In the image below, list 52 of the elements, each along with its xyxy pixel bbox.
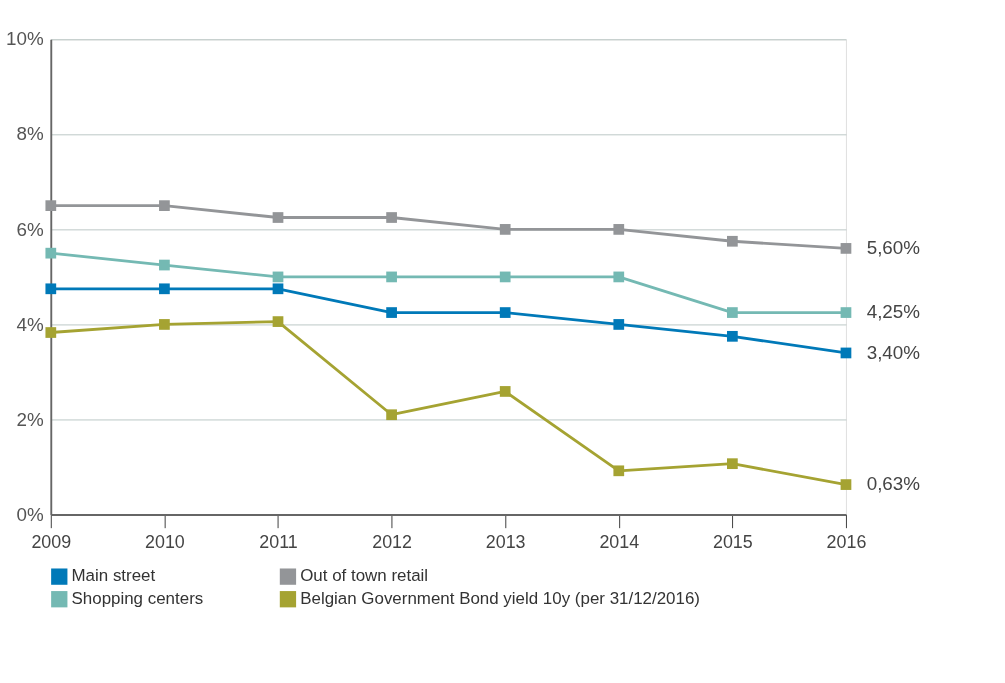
- y-tick-label: 10%: [6, 28, 45, 50]
- x-tick-label: 2011: [259, 531, 298, 552]
- point: [159, 283, 170, 295]
- point: [45, 327, 57, 338]
- point: [45, 283, 57, 295]
- point: [840, 243, 852, 254]
- point: [499, 271, 511, 283]
- y-tick-label: 8%: [16, 123, 45, 145]
- point: [45, 247, 57, 259]
- point: [840, 479, 852, 490]
- point: [272, 316, 284, 327]
- legend-label: Out of town retail: [300, 566, 429, 586]
- x-tick-label: 2009: [31, 531, 72, 552]
- point: [727, 330, 738, 342]
- y-tick-label: 2%: [16, 408, 45, 430]
- point: [727, 307, 738, 318]
- y-tick-label: 0%: [16, 503, 45, 525]
- point: [45, 200, 57, 211]
- point: [613, 224, 625, 235]
- point: [727, 235, 738, 247]
- y-tick-label: 4%: [16, 313, 45, 335]
- x-tick-label: 2014: [599, 531, 640, 552]
- point: [499, 386, 511, 397]
- point: [613, 271, 625, 283]
- point: [159, 319, 170, 330]
- point: [840, 307, 852, 318]
- point: [386, 409, 397, 421]
- x-tick-label: 2013: [485, 531, 526, 552]
- annotation: 4,25%: [866, 301, 921, 323]
- point: [272, 212, 284, 223]
- legend-label: Shopping centers: [71, 588, 204, 608]
- x-tick-label: 2010: [145, 531, 185, 552]
- point: [499, 224, 511, 235]
- point: [499, 307, 511, 318]
- point: [613, 465, 625, 477]
- annotation: 5,60%: [866, 237, 921, 259]
- x-tick-label: 2015: [712, 531, 753, 552]
- y-tick-label: 6%: [16, 218, 45, 240]
- annotation: 0,63%: [866, 473, 921, 495]
- point: [386, 212, 397, 223]
- point: [159, 200, 170, 211]
- point: [386, 307, 397, 318]
- point: [386, 271, 397, 283]
- x-tick-label: 2016: [826, 531, 867, 552]
- point: [272, 283, 284, 295]
- legend-label: Belgian Government Bond yield 10y (per 31/12/2016): [300, 588, 700, 608]
- annotation: 3,40%: [866, 341, 921, 363]
- point: [159, 259, 170, 271]
- point: [613, 319, 625, 330]
- legend-label: Main street: [71, 566, 156, 586]
- point: [727, 458, 738, 470]
- x-tick-label: 2012: [372, 531, 412, 552]
